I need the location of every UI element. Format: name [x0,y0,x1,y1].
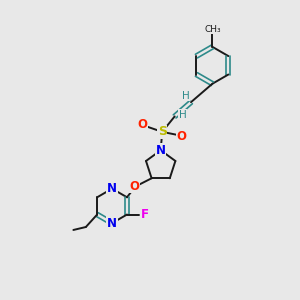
Text: O: O [138,118,148,131]
Text: O: O [177,130,187,143]
Text: N: N [156,144,166,157]
Text: N: N [107,182,117,195]
Text: H: H [182,91,190,100]
Text: CH₃: CH₃ [204,25,221,34]
Text: H: H [179,110,187,120]
Text: N: N [156,144,166,157]
Text: N: N [107,217,117,230]
Text: S: S [158,125,167,138]
Text: O: O [130,180,140,193]
Text: F: F [141,208,148,221]
